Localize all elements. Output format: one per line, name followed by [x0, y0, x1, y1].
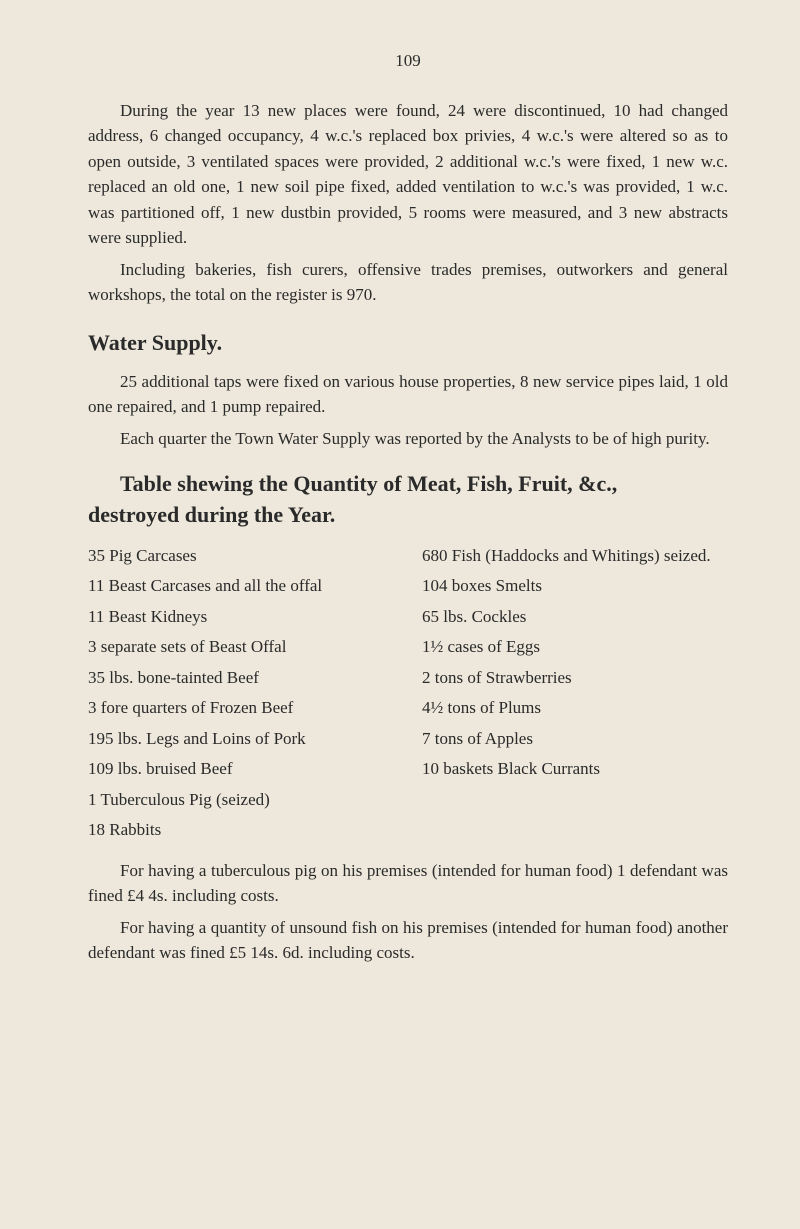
right-column: 680 Fish (Haddocks and Whitings) seized.… — [422, 543, 728, 848]
paragraph-1: During the year 13 new places were found… — [88, 98, 728, 251]
page-number: 109 — [88, 48, 728, 74]
heading-table-line1: Table shewing the Quantity of Meat, Fish… — [120, 471, 617, 496]
heading-table-line2: destroyed during the Year. — [88, 502, 335, 527]
paragraph-2: Including bakeries, fish curers, offensi… — [88, 257, 728, 308]
list-item: 2 tons of Strawberries — [422, 665, 728, 691]
list-item: 18 Rabbits — [88, 817, 394, 843]
paragraph-6: For having a quantity of unsound fish on… — [88, 915, 728, 966]
list-item: 7 tons of Apples — [422, 726, 728, 752]
list-item: 65 lbs. Cockles — [422, 604, 728, 630]
two-column-list: 35 Pig Carcases 11 Beast Carcases and al… — [88, 543, 728, 848]
list-item: 195 lbs. Legs and Loins of Pork — [88, 726, 394, 752]
list-item: 109 lbs. bruised Beef — [88, 756, 394, 782]
paragraph-3: 25 additional taps were fixed on various… — [88, 369, 728, 420]
paragraph-5: For having a tuberculous pig on his prem… — [88, 858, 728, 909]
list-item: 4½ tons of Plums — [422, 695, 728, 721]
list-item: 10 baskets Black Currants — [422, 756, 728, 782]
list-item: 3 fore quarters of Frozen Beef — [88, 695, 394, 721]
list-item: 35 lbs. bone-tainted Beef — [88, 665, 394, 691]
list-item: 680 Fish (Haddocks and Whitings) seized. — [422, 543, 728, 569]
left-column: 35 Pig Carcases 11 Beast Carcases and al… — [88, 543, 394, 848]
heading-water-supply: Water Supply. — [88, 326, 728, 359]
list-item: 1½ cases of Eggs — [422, 634, 728, 660]
list-item: 1 Tuberculous Pig (seized) — [88, 787, 394, 813]
list-item: 104 boxes Smelts — [422, 573, 728, 599]
list-item: 11 Beast Kidneys — [88, 604, 394, 630]
heading-table: Table shewing the Quantity of Meat, Fish… — [88, 469, 728, 531]
paragraph-4: Each quarter the Town Water Supply was r… — [88, 426, 728, 452]
list-item: 35 Pig Carcases — [88, 543, 394, 569]
list-item: 3 separate sets of Beast Offal — [88, 634, 394, 660]
list-item: 11 Beast Carcases and all the offal — [88, 573, 394, 599]
